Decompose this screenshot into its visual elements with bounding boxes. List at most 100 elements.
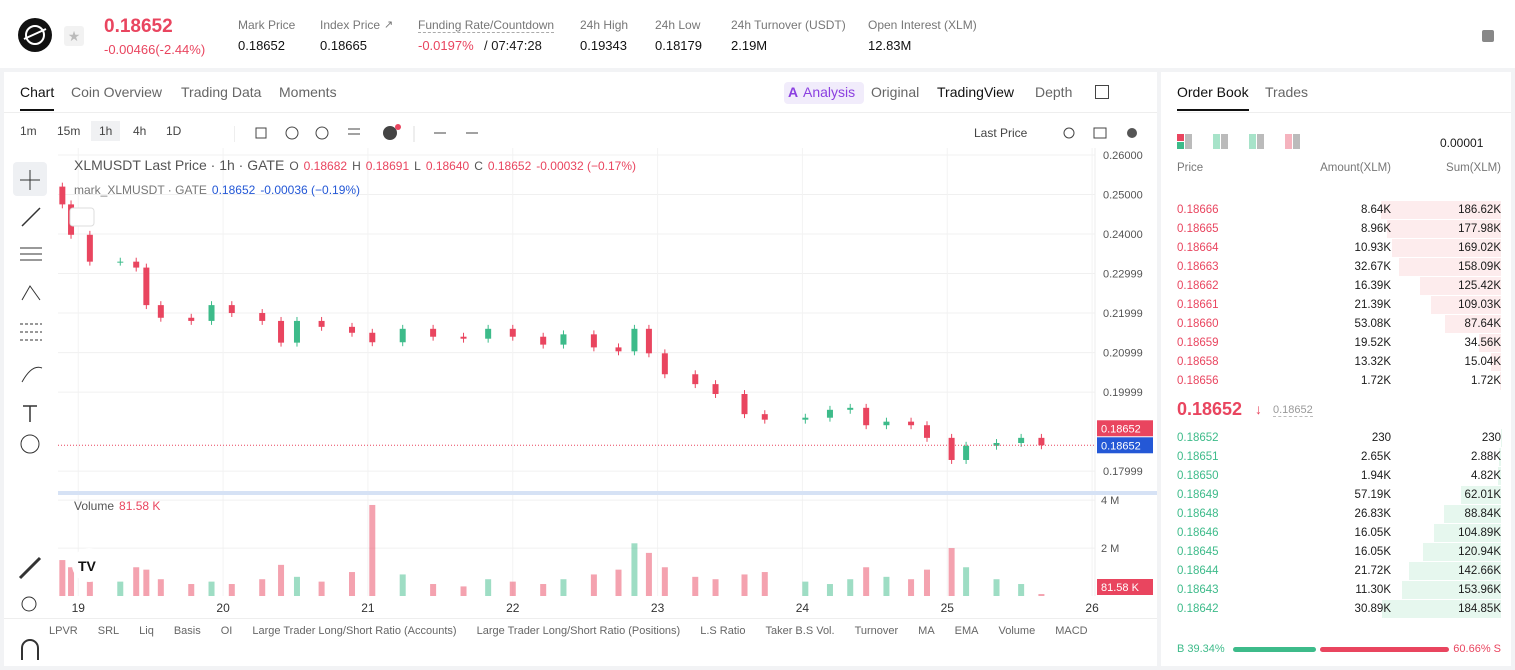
price-type[interactable]: Last Price [974, 126, 1028, 140]
indicator[interactable]: LPVR [49, 625, 78, 637]
layout-icons [1177, 134, 1300, 149]
volume-bar [509, 581, 516, 596]
view-tab[interactable]: Original [871, 84, 920, 100]
ob-amount: 230 [1371, 432, 1391, 444]
ob-row[interactable]: 0.18650 1.94K 4.82K [1177, 467, 1501, 485]
view-tab[interactable]: Analysis [803, 84, 856, 100]
ob-amount: 32.67K [1354, 261, 1391, 273]
ob-sum: 230 [1481, 432, 1501, 444]
column-header: Amount(XLM) [1320, 162, 1391, 174]
ob-row[interactable]: 0.18660 53.08K 87.64K [1177, 315, 1501, 333]
interval[interactable]: 1m [20, 124, 37, 138]
ob-price: 0.18643 [1177, 584, 1219, 596]
ob-row[interactable]: 0.18652 230 230 [1177, 429, 1501, 447]
volume-bar [318, 581, 325, 596]
ob-row[interactable]: 0.18658 13.32K 15.04K [1177, 353, 1501, 371]
indicator[interactable]: MACD [1055, 625, 1088, 637]
tv-logo: TV [78, 558, 97, 574]
ob-sum: 120.94K [1458, 546, 1501, 558]
ob-amount: 8.64K [1360, 204, 1391, 216]
interval[interactable]: 15m [57, 124, 81, 138]
depth-bar [1430, 296, 1501, 314]
collapse[interactable] [69, 207, 95, 227]
ob-price: 0.18664 [1177, 242, 1219, 254]
indicator[interactable]: Turnover [854, 625, 899, 637]
volume-bar [188, 584, 195, 596]
indicator[interactable]: L.S Ratio [700, 625, 746, 637]
ob-row[interactable]: 0.18648 26.83K 88.84K [1177, 505, 1501, 523]
ob-sum: 186.62K [1458, 204, 1501, 216]
interval[interactable]: 1h [91, 121, 121, 141]
legend-item: Volume [74, 499, 114, 513]
ob-price: 0.18662 [1177, 280, 1219, 292]
interval[interactable]: 1D [166, 124, 182, 138]
favorite[interactable]: ★ [64, 26, 84, 46]
ob-row[interactable]: 0.18646 16.05K 104.89K [1177, 524, 1501, 542]
legend-item: 0.18691 [366, 159, 410, 173]
ob-row[interactable]: 0.18666 8.64K 186.62K [1177, 201, 1501, 219]
ob-row[interactable]: 0.18661 21.39K 109.03K [1177, 296, 1501, 314]
divider [1177, 112, 1511, 113]
depth-bar [1409, 562, 1501, 580]
volume-bar [68, 567, 75, 596]
ob-row[interactable]: 0.18651 2.65K 2.88K [1177, 448, 1501, 466]
indicator[interactable]: Liq [139, 625, 154, 637]
indicators: LPVR SRL Liq Basis OI Large Trader Long/Short… [49, 625, 1108, 637]
view-tab[interactable]: TradingView [937, 84, 1015, 100]
view-tab[interactable]: Depth [1035, 84, 1073, 100]
ob-row[interactable]: 0.18663 32.67K 158.09K [1177, 258, 1501, 276]
ob-row[interactable]: 0.18643 11.30K 153.96K [1177, 581, 1501, 599]
candle-body [59, 186, 66, 205]
indicator[interactable]: Basis [173, 625, 201, 637]
precision[interactable]: 0.00001 [1440, 136, 1484, 150]
chart-tab[interactable]: Moments [279, 84, 337, 100]
indicator[interactable]: Volume [998, 625, 1036, 637]
chart-tab[interactable]: Chart [20, 84, 55, 111]
divider [4, 112, 1157, 113]
indicator[interactable]: Large Trader Long/Short Ratio (Positions… [476, 625, 681, 637]
menu-icon[interactable] [1482, 30, 1494, 42]
mark-price-tag [1097, 437, 1153, 454]
interval[interactable]: 4h [133, 124, 147, 138]
volume-bar [430, 584, 437, 596]
ob-tab[interactable]: Order Book [1177, 84, 1249, 111]
volume-bar [863, 567, 870, 596]
indicator[interactable]: MA [918, 625, 935, 637]
depth-bar [1392, 239, 1501, 257]
ob-amount: 8.96K [1360, 223, 1391, 235]
y-tick-label: 0.25000 [1103, 190, 1143, 202]
ob-sum: 1.72K [1470, 375, 1501, 387]
candle-body [908, 421, 915, 426]
ob-row[interactable]: 0.18659 19.52K 34.56K [1177, 334, 1501, 352]
chart-tab[interactable]: Trading Data [181, 84, 262, 100]
volume-bar [208, 581, 215, 596]
ob-row[interactable]: 0.18662 16.39K 125.42K [1177, 277, 1501, 295]
ob-row[interactable]: 0.18649 57.19K 62.01K [1177, 486, 1501, 504]
indicator[interactable]: EMA [954, 625, 979, 637]
ob-row[interactable]: 0.18665 8.96K 177.98K [1177, 220, 1501, 238]
indicator[interactable]: Large Trader Long/Short Ratio (Accounts) [252, 625, 457, 637]
ob-row[interactable]: 0.18664 10.93K 169.02K [1177, 239, 1501, 257]
maximize[interactable] [1095, 85, 1109, 99]
candle-body [143, 267, 150, 306]
candle-body [86, 234, 93, 262]
ob-row[interactable]: 0.18645 16.05K 120.94K [1177, 543, 1501, 561]
ob-row[interactable]: 0.18644 21.72K 142.66K [1177, 562, 1501, 580]
legend: XLMUSDT Last Price · 1h · GATE O 0.18682 H 0… [74, 157, 636, 173]
ob-sum: 158.09K [1458, 261, 1501, 273]
chart-tab[interactable]: Coin Overview [71, 84, 163, 100]
y-tick-label: 0.24000 [1103, 229, 1143, 241]
depth-bar [1399, 258, 1501, 276]
volume-bar [847, 579, 854, 596]
ob-row[interactable]: 0.18656 1.72K 1.72K [1177, 372, 1501, 390]
ob-price: 0.18650 [1177, 470, 1219, 482]
ob-row[interactable]: 0.18642 30.89K 184.85K [1177, 600, 1501, 618]
volume-bar [883, 576, 890, 596]
ob-tab[interactable]: Trades [1265, 84, 1309, 100]
indicator[interactable]: SRL [97, 625, 120, 637]
depth-bar [1381, 201, 1501, 219]
stat-value: 0.18652 [238, 38, 285, 53]
indicator[interactable]: OI [220, 625, 233, 637]
indicator[interactable]: Taker B.S Vol. [765, 625, 835, 637]
candle-body [540, 336, 547, 345]
